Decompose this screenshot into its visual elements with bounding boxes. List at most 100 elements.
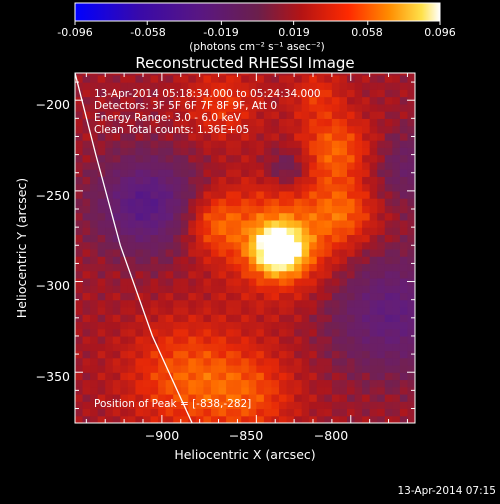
heatmap-cell bbox=[195, 299, 205, 308]
heatmap-cell bbox=[248, 125, 257, 134]
heatmap-cell bbox=[399, 96, 409, 105]
heatmap-cell bbox=[347, 292, 356, 301]
heatmap-cell bbox=[120, 263, 129, 272]
heatmap-cell bbox=[369, 205, 378, 214]
heatmap-cell bbox=[143, 248, 152, 257]
heatmap-cell bbox=[316, 140, 325, 148]
heatmap-cell bbox=[195, 328, 205, 337]
heatmap-cell bbox=[301, 415, 310, 423]
heatmap-cell bbox=[226, 292, 235, 301]
heatmap-cell bbox=[226, 147, 235, 156]
heatmap-cell bbox=[188, 212, 197, 221]
heatmap-cell bbox=[362, 234, 371, 243]
heatmap-cell bbox=[112, 372, 121, 381]
heatmap-cell bbox=[195, 241, 205, 250]
heatmap-cell bbox=[165, 401, 174, 410]
heatmap-cell bbox=[407, 357, 415, 366]
heatmap-cell bbox=[105, 74, 114, 83]
heatmap-cell bbox=[75, 205, 84, 214]
heatmap-cell bbox=[347, 263, 356, 272]
heatmap-cell bbox=[263, 96, 273, 105]
heatmap-cell bbox=[377, 176, 386, 185]
heatmap-cell bbox=[112, 103, 121, 112]
heatmap-cell bbox=[301, 74, 310, 83]
heatmap-cell bbox=[165, 393, 174, 402]
heatmap-cell bbox=[256, 212, 265, 221]
heatmap-cell bbox=[211, 140, 220, 148]
heatmap-cell bbox=[143, 103, 152, 112]
heatmap-cell bbox=[195, 190, 205, 199]
heatmap-cell bbox=[82, 299, 91, 308]
heatmap-cell bbox=[354, 299, 363, 308]
heatmap-cell bbox=[369, 176, 378, 185]
heatmap-cell bbox=[339, 328, 348, 337]
heatmap-cell bbox=[286, 393, 295, 402]
heatmap-cell bbox=[173, 335, 182, 344]
heatmap-cell bbox=[256, 118, 265, 127]
heatmap-cell bbox=[248, 183, 257, 192]
heatmap-cell bbox=[369, 321, 378, 330]
heatmap-cell bbox=[256, 270, 265, 279]
heatmap-cell bbox=[127, 350, 137, 359]
heatmap-cell bbox=[203, 234, 212, 243]
heatmap-cell bbox=[399, 357, 409, 366]
heatmap-cell bbox=[203, 321, 212, 330]
heatmap-cell bbox=[256, 415, 265, 423]
heatmap-cell bbox=[256, 285, 265, 294]
heatmap-cell bbox=[127, 335, 137, 344]
heatmap-cell bbox=[218, 154, 227, 163]
heatmap-cell bbox=[165, 227, 174, 235]
heatmap-cell bbox=[120, 183, 129, 192]
heatmap-cell bbox=[377, 73, 386, 76]
heatmap-cell bbox=[384, 219, 393, 228]
heatmap-cell bbox=[75, 415, 84, 423]
heatmap-cell bbox=[105, 140, 114, 148]
heatmap-cell bbox=[120, 270, 129, 279]
heatmap-cell bbox=[90, 379, 99, 388]
heatmap-cell bbox=[279, 140, 288, 148]
colorbar-tick-2: -0.019 bbox=[203, 26, 238, 39]
heatmap-cell bbox=[127, 321, 137, 330]
heatmap-cell bbox=[271, 343, 280, 352]
heatmap-cell bbox=[377, 357, 386, 366]
heatmap-cell bbox=[233, 111, 242, 119]
heatmap-cell bbox=[384, 292, 393, 301]
heatmap-cell bbox=[279, 125, 288, 134]
heatmap-cell bbox=[324, 118, 333, 127]
heatmap-cell bbox=[362, 205, 371, 214]
heatmap-cell bbox=[97, 379, 106, 388]
heatmap-cell bbox=[90, 335, 99, 344]
heatmap-cell bbox=[226, 379, 235, 388]
heatmap-cell bbox=[294, 364, 303, 373]
heatmap-cell bbox=[218, 248, 227, 257]
heatmap-cell bbox=[97, 241, 106, 250]
heatmap-cell bbox=[226, 190, 235, 199]
heatmap-cell bbox=[347, 314, 356, 323]
heatmap-cell bbox=[226, 82, 235, 90]
heatmap-cell bbox=[180, 147, 189, 156]
heatmap-cell bbox=[286, 183, 295, 192]
heatmap-cell bbox=[195, 306, 205, 315]
heatmap-cell bbox=[324, 74, 333, 83]
heatmap-cell bbox=[82, 140, 91, 148]
heatmap-cell bbox=[120, 343, 129, 352]
heatmap-cell bbox=[256, 73, 265, 76]
heatmap-cell bbox=[331, 241, 341, 250]
heatmap-cell bbox=[407, 103, 415, 112]
heatmap-cell bbox=[211, 125, 220, 134]
heatmap-cell bbox=[195, 401, 205, 410]
heatmap-cell bbox=[392, 176, 401, 185]
heatmap-cell bbox=[286, 154, 295, 163]
heatmap-cell bbox=[369, 328, 378, 337]
heatmap-cell bbox=[324, 212, 333, 221]
heatmap-cell bbox=[75, 379, 84, 388]
heatmap-cell bbox=[90, 292, 99, 301]
heatmap-cell bbox=[347, 306, 356, 315]
heatmap-cell bbox=[324, 393, 333, 402]
heatmap-cell bbox=[354, 408, 363, 417]
heatmap-cell bbox=[399, 205, 409, 214]
heatmap-cell bbox=[294, 103, 303, 112]
heatmap-cell bbox=[97, 270, 106, 279]
heatmap-cell bbox=[218, 357, 227, 366]
heatmap-cell bbox=[158, 321, 167, 330]
